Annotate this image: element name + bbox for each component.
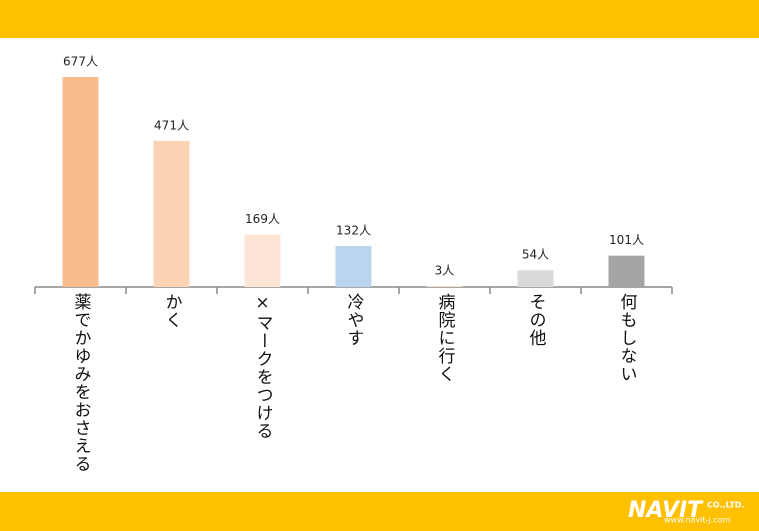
category-label: ×マークをつける	[253, 293, 273, 440]
bar	[608, 255, 645, 287]
value-label: 54人	[522, 248, 549, 262]
value-label: 3人	[435, 264, 455, 278]
bar	[62, 77, 99, 287]
category-label: かく	[162, 293, 182, 329]
value-label: 169人	[245, 212, 280, 226]
brand: NAVIT	[628, 498, 704, 523]
bottom-band	[0, 492, 759, 531]
category-label: 病院に行く	[435, 293, 456, 383]
value-label: 101人	[609, 233, 644, 247]
category-label: 冷やす	[344, 293, 365, 347]
bar	[426, 286, 463, 287]
bar	[335, 246, 372, 287]
category-label: 何もしない	[617, 293, 638, 383]
bar	[517, 270, 554, 287]
url: www.navit-j.com	[664, 516, 730, 525]
bar	[244, 234, 281, 287]
value-label: 471人	[154, 118, 189, 132]
value-label: 132人	[336, 224, 371, 238]
bar	[153, 140, 190, 287]
top-band	[0, 0, 759, 38]
category-label: 薬でかゆみをおさえる	[71, 293, 92, 473]
value-label: 677人	[63, 55, 98, 69]
category-label: その他	[526, 293, 547, 347]
brand-suffix: CO.,LTD.	[707, 501, 744, 510]
